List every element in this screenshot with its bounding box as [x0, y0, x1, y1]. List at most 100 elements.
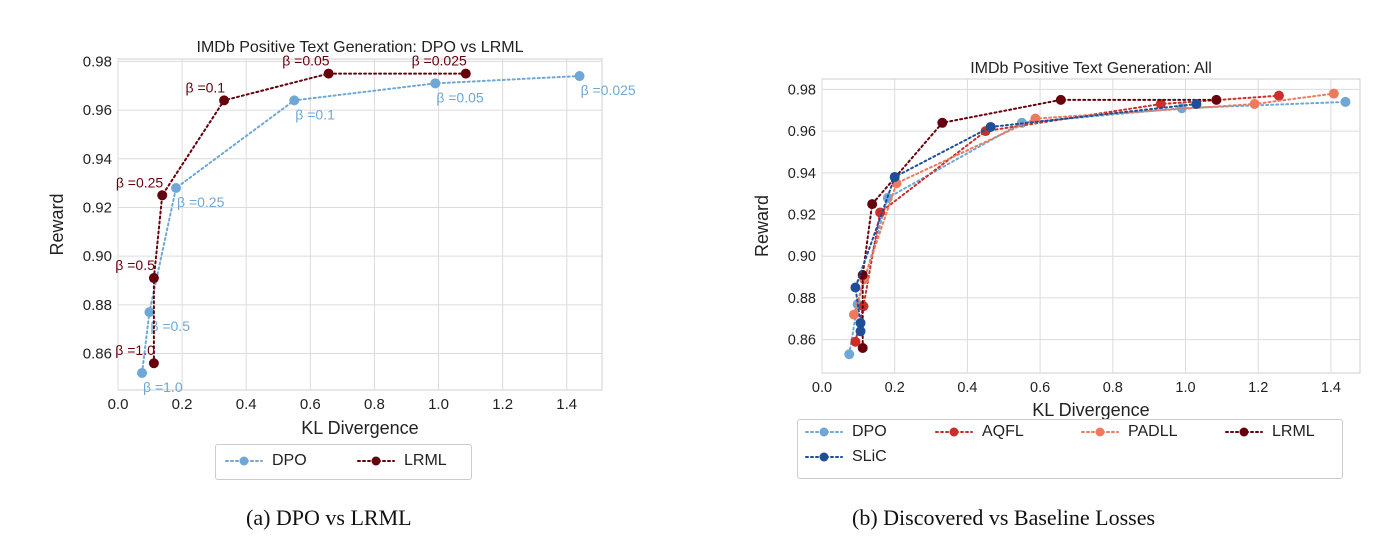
x-tick-label: 1.0	[1175, 380, 1195, 396]
data-point-dpo	[844, 349, 855, 360]
x-tick-label: 0.2	[172, 396, 193, 413]
chart-1: 0.0 0.2 0.4 0.6 0.8 1.0 1.2 1.4 0.86 0.88 0.90 0.92…	[752, 60, 1361, 420]
legend-item-lrml: LRML	[356, 452, 447, 470]
y-tick-label: 0.94	[83, 151, 112, 168]
beta-annotation-lrml: β =0.025	[412, 53, 467, 69]
data-point-dpo	[137, 367, 148, 378]
data-point-padll	[848, 309, 859, 320]
data-point-lrml	[1211, 94, 1222, 105]
data-point-lrml	[867, 199, 878, 210]
x-tick-label: 0.8	[1103, 380, 1123, 396]
plot-area	[821, 78, 1361, 374]
beta-annotation-lrml: β =0.1	[186, 79, 226, 95]
data-point-lrml	[148, 273, 159, 284]
data-point-slic	[850, 282, 861, 293]
y-tick-label: 0.86	[788, 333, 816, 349]
x-tick-label: 0.0	[108, 396, 129, 413]
data-point-lrml	[323, 68, 334, 79]
data-point-slic	[855, 317, 866, 328]
data-point-dpo	[574, 71, 585, 82]
data-point-lrml	[157, 190, 168, 201]
series-line-dpo	[141, 75, 581, 374]
legend-marker-icon	[1225, 427, 1263, 437]
y-tick-label: 0.92	[788, 208, 816, 224]
chart-title: IMDb Positive Text Generation: DPO vs LR…	[197, 39, 524, 56]
y-tick-label: 0.98	[788, 82, 816, 98]
data-point-slic	[855, 326, 866, 337]
caption-a: (a) DPO vs LRML	[246, 505, 412, 530]
data-point-aqfl	[1155, 99, 1166, 110]
beta-annotation-dpo: β =0.25	[177, 194, 225, 210]
x-tick-label: 0.6	[300, 396, 321, 413]
legend-label: LRML	[404, 452, 447, 469]
beta-annotation-lrml: β =1.0	[115, 342, 155, 358]
data-point-padll	[1328, 88, 1339, 99]
legend-item-dpo: DPO	[804, 423, 887, 441]
data-point-slic	[889, 172, 900, 182]
legend-label: PADLL	[1128, 423, 1178, 440]
data-point-lrml	[460, 68, 471, 79]
beta-annotation-dpo: β =0.025	[581, 82, 636, 98]
x-tick-label: 0.0	[812, 380, 832, 396]
data-point-dpo	[144, 307, 155, 318]
series-line-lrml	[861, 98, 1218, 349]
y-tick-label: 0.88	[788, 291, 816, 307]
legend-item-slic: SLiC	[804, 448, 887, 466]
beta-annotation-lrml: β =0.5	[115, 257, 155, 273]
chart-0: 0.0 0.2 0.4 0.6 0.8 1.0 1.2 1.4 0.86 0.88 0.90 0.92…	[47, 39, 636, 438]
legend-item-lrml: LRML	[1224, 423, 1315, 441]
y-tick-label: 0.88	[83, 297, 112, 314]
chart-title: IMDb Positive Text Generation: All	[970, 60, 1212, 77]
x-axis-label: KL Divergence	[301, 418, 418, 438]
plot-area	[117, 58, 603, 391]
y-tick-label: 0.90	[83, 248, 112, 265]
data-point-slic	[1191, 99, 1202, 110]
legend-marker-icon	[935, 427, 973, 437]
legend-item-aqfl: AQFL	[934, 423, 1024, 441]
data-point-lrml	[857, 342, 868, 353]
legend-marker-icon	[1081, 427, 1119, 437]
data-point-lrml	[148, 358, 159, 369]
legend-label: SLiC	[852, 448, 887, 465]
y-tick-label: 0.86	[83, 345, 112, 362]
x-axis-label: KL Divergence	[1032, 400, 1149, 420]
y-tick-label: 0.96	[788, 124, 816, 140]
beta-annotation-lrml: β =0.05	[282, 53, 330, 69]
data-point-dpo	[171, 182, 182, 193]
legend-marker-icon	[357, 456, 395, 466]
legend-label: DPO	[852, 423, 887, 440]
x-tick-label: 1.4	[556, 396, 577, 413]
y-tick-label: 0.92	[83, 199, 112, 216]
beta-annotation-dpo: β =1.0	[143, 379, 183, 395]
legend-marker-icon	[805, 427, 843, 437]
x-tick-label: 1.2	[492, 396, 513, 413]
legend-all-losses: DPO AQFL PADLL LRML SLiC	[797, 419, 1343, 479]
data-point-lrml	[937, 117, 948, 128]
data-point-lrml	[219, 95, 230, 106]
data-point-slic	[985, 121, 996, 132]
data-point-padll	[1249, 99, 1260, 110]
data-point-aqfl	[1273, 90, 1284, 101]
legend-label: LRML	[1272, 423, 1315, 440]
x-tick-label: 0.8	[364, 396, 385, 413]
x-tick-label: 0.2	[885, 380, 905, 396]
y-tick-label: 0.98	[83, 53, 112, 70]
legend-item-dpo: DPO	[224, 452, 307, 470]
legend-marker-icon	[225, 456, 263, 466]
data-point-lrml	[1055, 94, 1066, 105]
legend-label: AQFL	[982, 423, 1024, 440]
x-tick-label: 0.4	[236, 396, 257, 413]
y-axis-label: Reward	[752, 195, 772, 257]
beta-annotation-dpo: β =0.5	[150, 318, 190, 334]
beta-annotation-dpo: β =0.1	[295, 106, 335, 122]
x-tick-label: 0.4	[957, 380, 977, 396]
beta-annotation-lrml: β =0.25	[116, 174, 164, 190]
legend-label: DPO	[272, 452, 307, 469]
beta-annotation-dpo: β =0.05	[436, 89, 484, 105]
x-tick-label: 0.6	[1030, 380, 1050, 396]
series-line-lrml	[152, 72, 467, 365]
x-tick-label: 1.2	[1248, 380, 1268, 396]
data-point-dpo	[289, 95, 300, 106]
x-tick-label: 1.4	[1321, 380, 1341, 396]
